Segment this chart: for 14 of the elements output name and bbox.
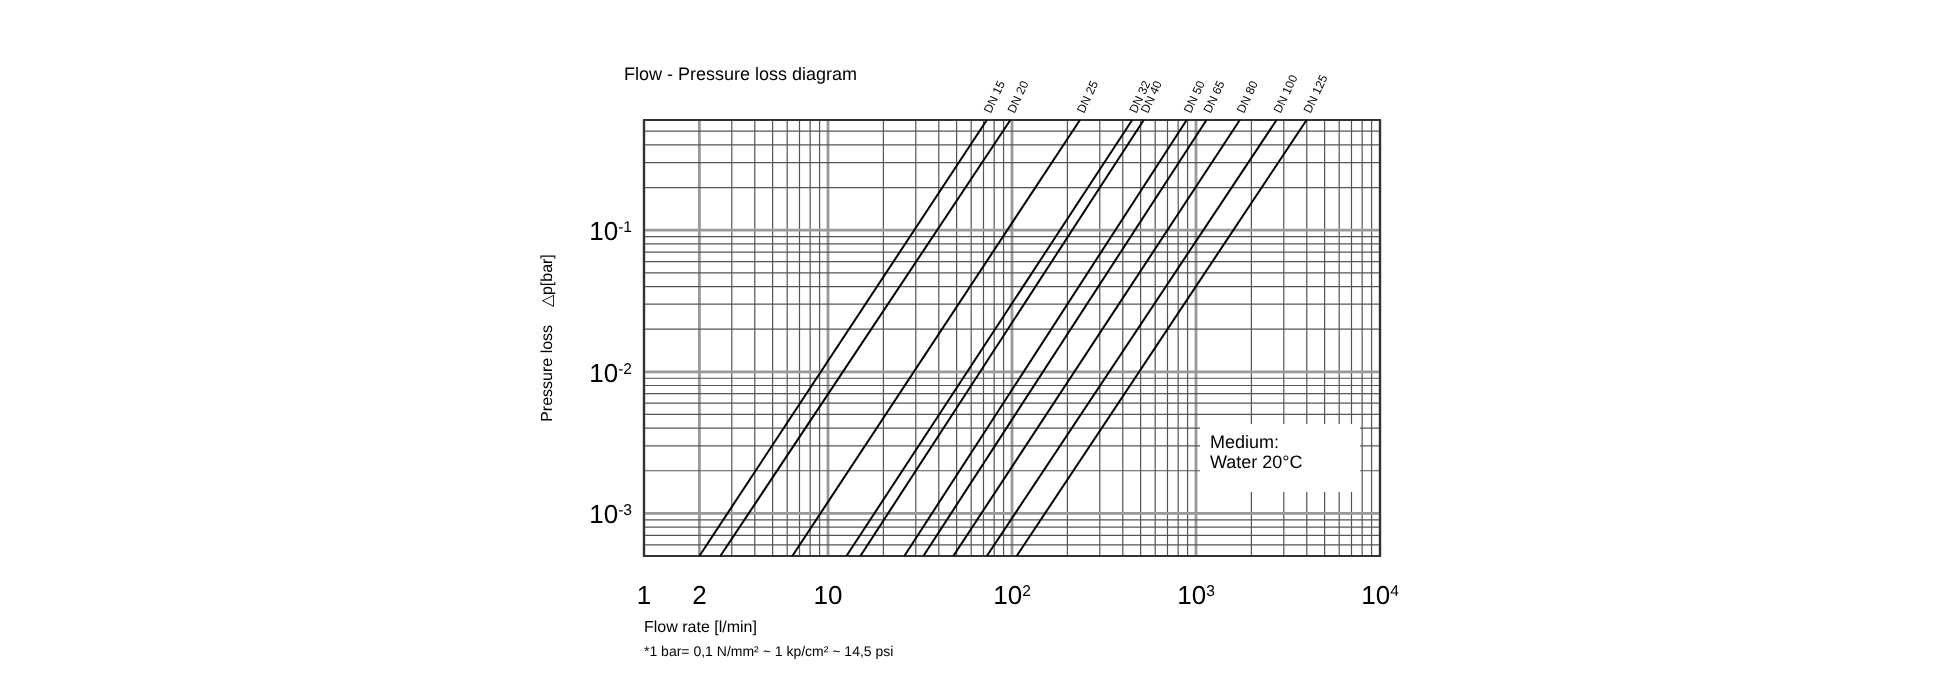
x-axis-title: Flow rate [l/min]: [644, 618, 757, 636]
chart-title: Flow - Pressure loss diagram: [624, 64, 858, 84]
x-tick-label: 2: [692, 580, 707, 610]
x-tick-label: 10: [813, 580, 843, 610]
x-tick-label: 10$^{2}$: [993, 580, 1031, 610]
y-tick-label: 10$^{-1}$: [589, 216, 632, 247]
note-box: Medium: Water 20°C: [1200, 424, 1360, 492]
y-tick-label: 10$^{-2}$: [589, 357, 632, 388]
y-tick-label: 10$^{-3}$: [589, 499, 632, 530]
annotation: Medium: Water 20°C: [1210, 432, 1304, 472]
y-axis-title: Pressure loss △p[bar]: [538, 254, 556, 422]
x-tick-label: 10$^{4}$: [1361, 580, 1401, 610]
x-tick-label: 1: [636, 580, 652, 610]
x-tick-label: 10$^{3}$: [1177, 580, 1215, 610]
